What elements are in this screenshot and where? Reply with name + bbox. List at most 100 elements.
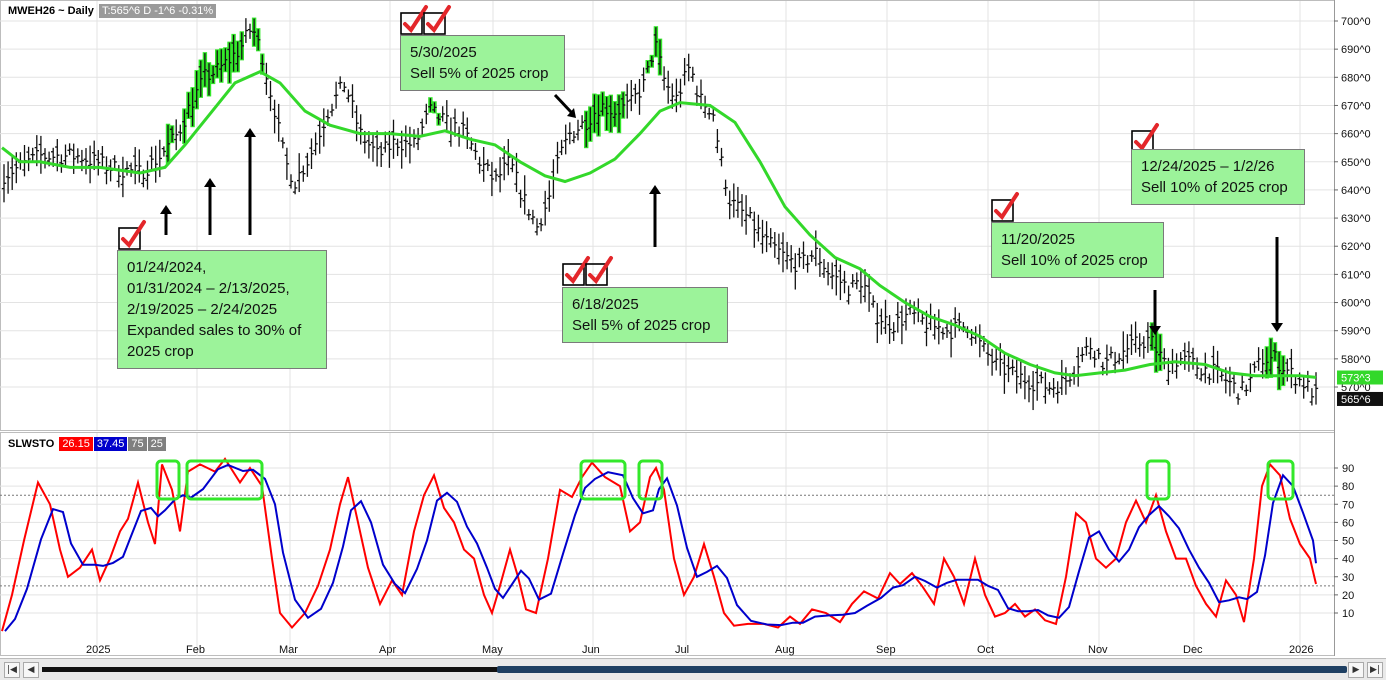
overbought-highlight-box [1145,459,1171,501]
price-bars [1,18,1319,411]
callout-nov20-sale: 11/20/2025 Sell 10% of 2025 crop [991,222,1164,278]
stoch-header: SLWSTO 26.15 37.45 75 25 [8,437,166,451]
check-mark-icon [426,5,451,34]
price-tick-label: 590^0 [1341,326,1371,338]
stoch-name: SLWSTO [8,438,55,450]
x-tick-label: 2025 [86,644,110,656]
checkbox-icon [118,220,146,250]
stoch-tick-label: 80 [1342,481,1354,493]
signal-arrow-head [160,205,172,214]
signal-arrows [160,93,1283,335]
scroll-last-button[interactable]: ▶| [1367,662,1383,678]
checkbox-icon [400,5,428,35]
overbought-highlight-box [155,459,181,501]
stoch-lower-badge: 25 [147,437,166,451]
x-tick-label: Jun [582,644,600,656]
overbought-highlight-box [637,459,664,501]
check-mark-icon [403,5,428,34]
price-tick-label: 580^0 [1341,354,1371,366]
stoch-k-line [1,457,1317,632]
checkbox-icon [585,256,613,286]
checkbox-icon-box [585,263,608,286]
check-mark-icon [1134,123,1159,152]
quote-badge: T:565^6 D -1^6 -0.31% [98,4,217,18]
x-tick-label: Oct [977,644,994,656]
price-tick-label: 690^0 [1341,44,1371,56]
x-tick-label: Aug [775,644,795,656]
checkbox-icon-box [423,12,446,35]
time-axis: 2025 Feb Mar Apr May Jun Jul Aug Sep Oct Nov Dec 202… [86,644,1313,656]
stoch-tick-label: 60 [1342,517,1354,529]
price-tick-label: 660^0 [1341,129,1371,141]
x-tick-label: Sep [876,644,896,656]
checkbox-icon [423,5,451,35]
scroll-thumb[interactable] [497,666,1347,673]
checkbox-icon-box [991,199,1014,222]
callout-jun18-sale: 6/18/2025 Sell 5% of 2025 crop [562,287,728,343]
price-tick-label: 630^0 [1341,213,1371,225]
overbought-highlight-box [185,459,264,501]
checkbox-icon-box [562,263,585,286]
stoch-tick-label: 20 [1342,590,1354,602]
check-mark-icon [121,220,146,249]
signal-arrow-head [204,178,216,187]
x-tick-label: Feb [186,644,205,656]
price-tick-label: 570^0 [1341,382,1371,394]
ma-last-badge: 573^3 [1337,370,1383,385]
ma-last-badge-bg [1337,370,1383,385]
x-tick-label: 2026 [1289,644,1313,656]
x-tick-label: Mar [279,644,298,656]
signal-arrow-head [567,108,576,118]
overbought-highlight-box [579,459,627,501]
stoch-k-badge: 26.15 [59,437,93,451]
x-tick-label: Dec [1183,644,1203,656]
check-icons [118,5,1159,286]
callout-jan-feb-sales: 01/24/2024, 01/31/2024 – 2/13/2025, 2/19… [117,250,327,369]
stoch-d-badge: 37.45 [93,437,128,451]
symbol-header: MWEH26 ~ Daily T:565^6 D -1^6 -0.31% [8,4,217,18]
checkbox-icon-box [118,227,141,250]
signal-arrow-head [649,185,661,194]
price-tick-label: 680^0 [1341,72,1371,84]
x-tick-label: Nov [1088,644,1108,656]
price-axis: 700^0 690^0 680^0 670^0 660^0 650^0 640^0 630^0… [1334,0,1383,656]
price-tick-label: 600^0 [1341,298,1371,310]
symbol-label: MWEH26 ~ Daily [8,5,94,17]
stoch-tick-label: 10 [1342,608,1354,620]
check-mark-icon [994,192,1019,221]
x-tick-label: Apr [379,644,396,656]
signal-arrow-shaft [553,93,573,114]
checkbox-icon [562,256,590,286]
callout-dec24-sale: 12/24/2025 – 1/2/26 Sell 10% of 2025 cro… [1131,149,1305,205]
moving-average-line [1,70,1317,379]
overbought-highlight-box [1266,459,1295,501]
x-tick-label: Jul [675,644,689,656]
price-tick-label: 650^0 [1341,157,1371,169]
price-tick-label: 620^0 [1341,241,1371,253]
last-price-label: 565^6 [1341,394,1371,406]
stoch-tick-label: 70 [1342,499,1354,511]
scroll-right-button[interactable]: ▶ [1348,662,1364,678]
stoch-upper-badge: 75 [128,437,147,451]
x-tick-label: May [482,644,503,656]
signal-arrow-head [1271,323,1283,332]
stoch-tick-label: 40 [1342,554,1354,566]
last-price-badge: 565^6 [1337,391,1383,406]
ma-last-label: 573^3 [1341,372,1371,384]
sell-highlight-bars [165,17,1286,391]
stoch-tick-label: 50 [1342,536,1354,548]
chart-scrollbar[interactable]: |◀ ◀ ▶ ▶| [0,658,1386,680]
checkbox-icon-box [400,12,423,35]
stochastic-panel [1,457,1317,632]
callout-may30-sale: 5/30/2025 Sell 5% of 2025 crop [400,35,565,91]
signal-arrow-head [244,128,256,137]
scroll-first-button[interactable]: |◀ [4,662,20,678]
price-tick-label: 640^0 [1341,185,1371,197]
check-mark-icon [565,256,590,285]
check-mark-icon [588,256,613,285]
checkbox-icon [1131,123,1159,153]
price-tick-label: 700^0 [1341,16,1371,28]
signal-arrow-head [1149,326,1161,335]
scroll-left-button[interactable]: ◀ [23,662,39,678]
stoch-d-line [4,463,1317,632]
